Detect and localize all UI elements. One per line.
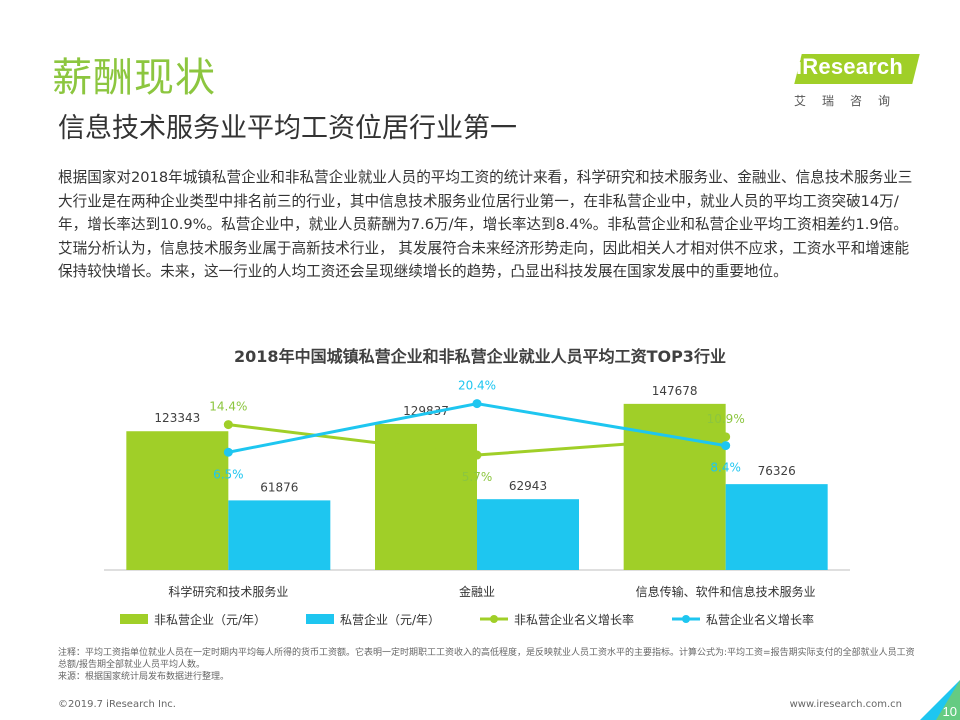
line-point: [223, 447, 233, 457]
line-label-nonprivate: 10.9%: [707, 412, 745, 426]
line-label-private: 8.4%: [710, 461, 741, 475]
page-number: 10: [943, 704, 957, 719]
line-label-private: 6.5%: [213, 467, 244, 481]
legend-marker: [682, 615, 690, 623]
bar-label: 123343: [154, 411, 200, 425]
legend-label: 非私营企业（元/年）: [154, 612, 266, 627]
copyright: ©2019.7 iResearch Inc.: [58, 699, 176, 710]
line-point: [721, 441, 731, 451]
bar-label: 76326: [758, 464, 796, 478]
chart-note: 注释：平均工资指单位就业人员在一定时期内平均每人所得的货币工资额。它表明一定时期…: [58, 648, 915, 670]
chart-title: 2018年中国城镇私营企业和非私营企业就业人员平均工资TOP3行业: [234, 347, 726, 366]
chart: 12334361876科学研究和技术服务业12983762943金融业14767…: [104, 379, 850, 627]
line-point: [721, 432, 731, 442]
bar-label: 62943: [509, 479, 547, 493]
bar-nonprivate-0: [126, 431, 229, 570]
legend-swatch: [120, 614, 148, 624]
bar-private-1: [477, 499, 579, 570]
legend-label: 私营企业（元/年）: [340, 612, 440, 627]
line-label-nonprivate: 14.4%: [209, 400, 247, 414]
body-paragraph: 根据国家对2018年城镇私营企业和非私营企业就业人员的平均工资的统计来看，科学研…: [58, 169, 913, 281]
bar-private-0: [228, 500, 331, 570]
page-number-badge: 10: [920, 680, 960, 720]
legend-label: 非私营企业名义增长率: [514, 612, 634, 627]
category-label: 科学研究和技术服务业: [168, 584, 288, 599]
iresearch-logo: iResearch 艾瑞咨询: [788, 48, 920, 110]
bar-label: 61876: [260, 480, 298, 494]
bar-private-2: [725, 484, 828, 570]
bar-nonprivate-2: [623, 403, 726, 570]
legend-swatch: [306, 614, 334, 624]
logo-text: iResearch: [796, 54, 903, 79]
category-label: 信息传输、软件和信息技术服务业: [636, 584, 816, 599]
line-label-nonprivate: 5.7%: [462, 470, 493, 484]
line-point: [223, 420, 233, 430]
chart-source: 来源：根据国家统计局发布数据进行整理。: [58, 672, 230, 682]
page-subtitle: 信息技术服务业平均工资位居行业第一: [58, 113, 517, 144]
website-link[interactable]: www.iresearch.com.cn: [789, 699, 902, 710]
logo-subtext: 艾瑞咨询: [794, 94, 907, 108]
line-label-private: 20.4%: [458, 379, 496, 393]
legend-marker: [490, 615, 498, 623]
bar-label: 147678: [652, 384, 698, 398]
section-title: 薪酬现状: [52, 55, 216, 101]
line-point: [472, 450, 482, 460]
line-point: [472, 399, 482, 409]
legend-label: 私营企业名义增长率: [706, 612, 814, 627]
category-label: 金融业: [459, 584, 495, 599]
notes: 注释：平均工资指单位就业人员在一定时期内平均每人所得的货币工资额。它表明一定时期…: [58, 647, 920, 683]
